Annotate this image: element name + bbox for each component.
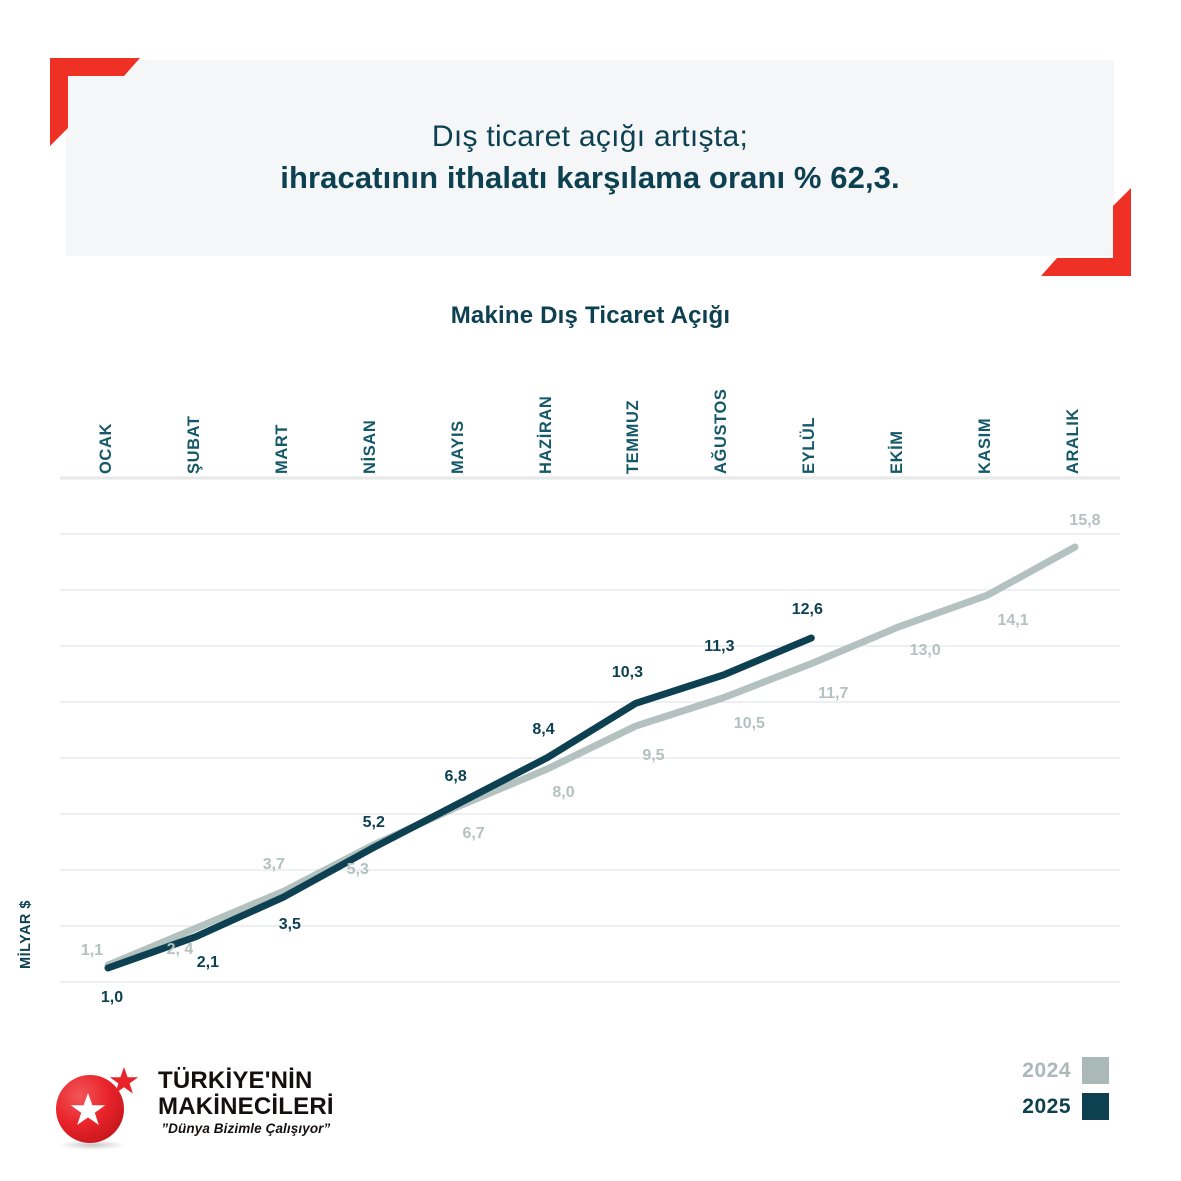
series-line-2024 [104, 543, 1079, 969]
data-label-2025-ağustos: 11,3 [704, 638, 735, 655]
logo-mark [52, 1057, 146, 1151]
star-icon-inner [70, 1093, 106, 1125]
data-label-2024-ağustos: 10,5 [733, 714, 765, 732]
data-label-2025-ni̇san: 5,2 [362, 813, 385, 831]
logo-line-1: TÜRKİYE'NİN [158, 1067, 313, 1095]
data-label-2025-eylül: 12,6 [791, 601, 823, 619]
logo-line-2: MAKİNECİLERİ [158, 1092, 334, 1120]
data-label-2024-ni̇san: 5,3 [346, 860, 369, 878]
corner-accent-bottom-right [1041, 188, 1131, 276]
brand-logo: TÜRKİYE'NİN MAKİNECİLERİ ”Dünya Bizimle … [52, 1057, 334, 1151]
data-label-2025-ocak: 1,0 [100, 989, 124, 1006]
header-subtitle: Dış ticaret açığı artışta; [431, 119, 749, 153]
legend-item-2024[interactable]: 2024 [1022, 1057, 1109, 1084]
header-text-block: Dış ticaret açığı artışta; ihracatının i… [66, 60, 1114, 256]
y-axis-caption: MİLYAR $ [18, 900, 34, 970]
header-headline: ihracatının ithalatı karşılama oranı % 6… [280, 160, 900, 196]
data-label-2025-temmuz: 10,3 [611, 664, 644, 682]
data-label-2024-kasim: 14,1 [997, 612, 1029, 630]
gridlines [60, 476, 1120, 983]
logo-slogan: ”Dünya Bizimle Çalışıyor” [161, 1120, 331, 1136]
data-label-2024-mayis: 6,7 [462, 824, 485, 842]
data-label-2025-hazi̇ran: 8,4 [532, 720, 555, 738]
legend-swatch-2025 [1082, 1093, 1109, 1120]
data-label-2024-eylül: 11,7 [818, 684, 849, 702]
data-label-2025-mart: 3,5 [278, 915, 301, 933]
logo-wordmark: TÜRKİYE'NİN MAKİNECİLERİ ”Dünya Bizimle … [158, 1068, 334, 1140]
data-label-2024-eki̇m: 13,0 [909, 641, 941, 659]
series-lines [104, 543, 1079, 972]
data-label-2024-mart: 3,7 [262, 856, 285, 874]
data-label-2024-aralik: 15,8 [1069, 512, 1101, 529]
data-label-2024-şubat: 2, 4 [166, 941, 194, 959]
corner-accent-top-left [50, 58, 140, 146]
legend-label-2024: 2024 [1022, 1058, 1071, 1082]
data-label-2024-hazi̇ran: 8,0 [552, 783, 575, 801]
legend-swatch-2024 [1082, 1057, 1109, 1084]
data-label-2024-ocak: 1,1 [80, 942, 104, 960]
data-label-2025-mayis: 6,8 [444, 768, 467, 785]
chart-title: Makine Dış Ticaret Açığı [450, 302, 731, 329]
star-icon-outer [109, 1067, 139, 1094]
legend-item-2025[interactable]: 2025 [1022, 1093, 1109, 1120]
data-label-2024-temmuz: 9,5 [642, 747, 665, 765]
header-banner [66, 60, 1114, 256]
legend: 2024 2025 [1022, 1057, 1109, 1129]
series-line-2025 [104, 634, 815, 972]
legend-label-2025: 2025 [1022, 1094, 1071, 1118]
data-label-2025-şubat: 2,1 [196, 953, 220, 971]
